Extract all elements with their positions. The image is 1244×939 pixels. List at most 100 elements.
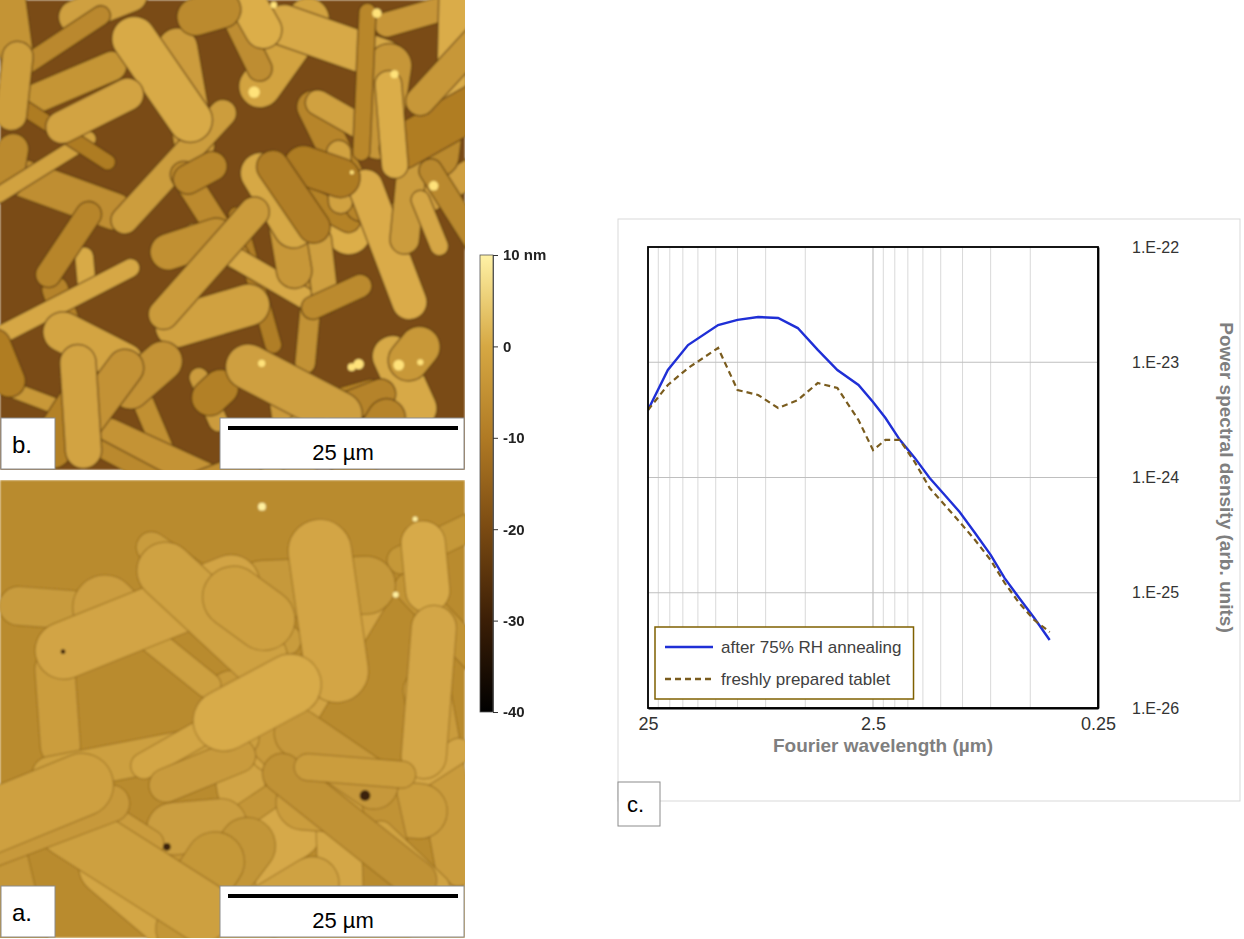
- colorbar: [480, 255, 493, 712]
- colorbar-tick-label: 0: [503, 338, 511, 355]
- colorbar-tick-label: 10 nm: [503, 246, 546, 263]
- series-line: [648, 348, 1050, 632]
- scale-bar-label: 25 µm: [312, 440, 374, 465]
- y-tick-label: 1.E-23: [1132, 354, 1179, 371]
- y-tick-label: 1.E-24: [1132, 469, 1179, 486]
- plot-frame: [648, 247, 1098, 708]
- y-tick-label: 1.E-26: [1132, 700, 1179, 717]
- y-tick: 1.E-25: [1098, 584, 1179, 601]
- legend-label: after 75% RH annealing: [721, 638, 902, 657]
- colorbar-tick: -40: [493, 703, 525, 720]
- y-tick: 1.E-23: [1098, 354, 1179, 371]
- afm-particle: [417, 359, 423, 365]
- afm-flake: [408, 187, 451, 258]
- colorbar-tick: -20: [493, 521, 525, 538]
- afm-particle: [390, 70, 398, 78]
- series-line: [648, 317, 1050, 640]
- afm-texture: [0, 0, 465, 470]
- grid: [648, 247, 1098, 708]
- scale-bar-label: 25 µm: [312, 908, 374, 933]
- x-tick-label: 25: [638, 714, 658, 734]
- afm-flake: [297, 270, 375, 323]
- scale-bar: [228, 426, 458, 430]
- scale-bar: [228, 894, 458, 898]
- afm-particle: [61, 649, 66, 654]
- afm-flake: [400, 15, 465, 122]
- afm-flake: [40, 72, 149, 149]
- afm-image: [0, 480, 465, 938]
- colorbar-axis-line: [494, 256, 499, 713]
- colorbar-tick-label: -30: [503, 612, 525, 629]
- legend: after 75% RH annealing freshly prepared t…: [655, 627, 914, 699]
- afm-flake: [380, 318, 449, 389]
- y-tick-label: 1.E-25: [1132, 584, 1179, 601]
- colorbar-tick-mark: [493, 712, 498, 713]
- colorbar-tick-mark: [493, 438, 498, 439]
- afm-flake: [0, 324, 30, 402]
- colorbar-tick-label: -40: [503, 703, 525, 720]
- x-axis: 25 2.5 0.25: [638, 708, 1116, 734]
- x-axis-title: Fourier wavelength (µm): [773, 735, 993, 756]
- scale-bar-box: [220, 886, 464, 937]
- legend-swatch: [665, 678, 713, 680]
- grid-line: [648, 592, 1098, 593]
- afm-particle: [372, 9, 381, 18]
- y-tick: 1.E-26: [1098, 700, 1179, 717]
- legend-box: [655, 627, 914, 699]
- afm-flake: [182, 643, 332, 762]
- afm-particle: [413, 517, 418, 522]
- legend-swatch: [665, 646, 713, 648]
- afm-flake: [399, 604, 458, 781]
- afm-flake: [352, 3, 376, 161]
- figure: b. 25 µm a. 25 µm 10 nm 0 -10 -20 -30 -40 25 2.5 0.2…: [0, 0, 1244, 939]
- legend-label: freshly prepared tablet: [721, 670, 890, 689]
- colorbar-tick: -30: [493, 612, 525, 629]
- colorbar-tick-mark: [493, 621, 498, 622]
- y-tick: 1.E-22: [1098, 239, 1179, 256]
- colorbar-tick-mark: [493, 346, 498, 347]
- afm-particle: [270, 2, 277, 9]
- afm-flake: [142, 190, 276, 335]
- y-axis-line: [1098, 248, 1100, 709]
- afm-flake: [190, 554, 307, 663]
- afm-particle: [258, 360, 265, 367]
- afm-particle: [429, 181, 438, 190]
- afm-flake: [31, 196, 107, 292]
- afm-particle: [258, 503, 266, 511]
- panel-label-box: [1, 886, 55, 937]
- colorbar-tick-mark: [493, 529, 498, 530]
- colorbar-tick-label: -10: [503, 429, 525, 446]
- afm-flake: [250, 144, 337, 250]
- panel-label: a.: [12, 899, 32, 926]
- y-tick: 1.E-24: [1098, 469, 1179, 486]
- panel-label: b.: [12, 431, 32, 458]
- plot-lines: [648, 317, 1050, 640]
- afm-background: [0, 0, 465, 470]
- afm-flake: [172, 0, 245, 40]
- scale-bar-box: [220, 418, 464, 469]
- colorbar-tick-mark: [493, 255, 498, 256]
- afm-flake: [374, 70, 409, 180]
- afm-particle: [360, 790, 371, 801]
- x-tick-label: 2.5: [861, 714, 886, 734]
- afm-particle: [393, 592, 399, 598]
- afm-image: [0, 0, 465, 470]
- y-axis: 1.E-26 1.E-25 1.E-24 1.E-23 1.E-22: [1098, 239, 1179, 717]
- x-tick-label: 0.25: [1081, 714, 1116, 734]
- x-tick: 25: [638, 708, 658, 734]
- x-tick: 2.5: [861, 708, 886, 734]
- afm-flake: [168, 146, 232, 199]
- colorbar-axis: 10 nm 0 -10 -20 -30 -40: [493, 246, 546, 720]
- afm-particle: [393, 360, 404, 371]
- colorbar-tick: -10: [493, 429, 525, 446]
- afm-particle: [350, 170, 354, 174]
- afm-flake: [399, 519, 452, 615]
- afm-texture: [0, 480, 465, 938]
- grid-line: [648, 477, 1098, 478]
- x-axis-line: [649, 708, 1099, 710]
- chart-card: [618, 219, 1240, 801]
- panel-label-box: [1, 418, 55, 469]
- grid-line: [648, 362, 1098, 363]
- colorbar-tick: 10 nm: [493, 246, 546, 263]
- afm-flake: [293, 753, 417, 790]
